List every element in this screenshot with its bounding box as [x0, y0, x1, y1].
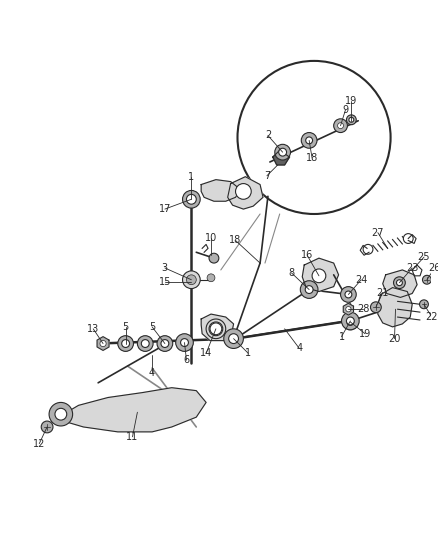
Circle shape: [362, 245, 372, 254]
Circle shape: [157, 336, 172, 351]
Text: 1: 1: [245, 349, 251, 358]
Circle shape: [274, 144, 290, 160]
Polygon shape: [201, 180, 240, 201]
Polygon shape: [227, 177, 262, 209]
Circle shape: [208, 322, 222, 336]
Circle shape: [342, 314, 357, 330]
Text: 9: 9: [342, 105, 348, 115]
Text: 15: 15: [158, 277, 171, 287]
Polygon shape: [97, 337, 109, 350]
Circle shape: [370, 302, 380, 313]
Polygon shape: [382, 270, 416, 297]
Text: 4: 4: [296, 343, 302, 353]
Text: 26: 26: [427, 263, 438, 273]
Circle shape: [403, 233, 412, 244]
Text: 18: 18: [229, 236, 241, 246]
Circle shape: [182, 190, 200, 208]
Text: 11: 11: [126, 432, 138, 442]
Circle shape: [237, 61, 390, 214]
Circle shape: [304, 286, 312, 294]
Circle shape: [345, 306, 350, 312]
Text: 27: 27: [371, 228, 383, 238]
Text: 8: 8: [288, 268, 294, 278]
Circle shape: [396, 280, 402, 286]
Text: 25: 25: [417, 252, 429, 262]
Text: 23: 23: [405, 263, 417, 273]
Circle shape: [117, 336, 133, 351]
Circle shape: [300, 133, 316, 148]
Circle shape: [208, 253, 219, 263]
Circle shape: [337, 123, 343, 128]
Circle shape: [392, 277, 404, 288]
Text: 4: 4: [149, 368, 155, 378]
Text: 12: 12: [33, 439, 46, 449]
Text: 1: 1: [338, 332, 344, 342]
Polygon shape: [343, 303, 353, 315]
Circle shape: [121, 340, 129, 348]
Text: 10: 10: [205, 232, 217, 243]
Circle shape: [346, 319, 353, 325]
Circle shape: [311, 269, 325, 282]
Text: 5: 5: [122, 322, 128, 332]
Circle shape: [207, 274, 215, 282]
Circle shape: [421, 276, 431, 284]
Text: 13: 13: [87, 324, 99, 334]
Circle shape: [223, 329, 243, 349]
Circle shape: [340, 287, 355, 302]
Circle shape: [278, 148, 286, 156]
Circle shape: [346, 115, 355, 125]
Polygon shape: [201, 314, 233, 341]
Text: 16: 16: [300, 250, 313, 260]
Text: 24: 24: [354, 274, 367, 285]
Polygon shape: [377, 288, 411, 327]
Text: 21: 21: [376, 287, 388, 297]
Circle shape: [182, 271, 200, 288]
Circle shape: [184, 192, 198, 206]
Circle shape: [186, 275, 196, 285]
Text: 1: 1: [188, 172, 194, 182]
Text: 18: 18: [305, 153, 318, 163]
Text: 19: 19: [358, 329, 371, 339]
Circle shape: [235, 183, 251, 199]
Circle shape: [209, 323, 221, 335]
Circle shape: [344, 291, 351, 298]
Circle shape: [305, 137, 312, 144]
Circle shape: [333, 119, 346, 133]
Text: 28: 28: [356, 304, 368, 314]
Circle shape: [228, 334, 238, 344]
Circle shape: [300, 281, 317, 298]
Circle shape: [180, 338, 188, 346]
Text: 6: 6: [183, 355, 189, 365]
Text: 22: 22: [424, 312, 437, 322]
Circle shape: [175, 334, 193, 351]
Polygon shape: [55, 387, 205, 432]
Text: 7: 7: [263, 171, 269, 181]
Text: 19: 19: [344, 96, 357, 106]
Text: 14: 14: [200, 349, 212, 358]
Circle shape: [341, 312, 358, 330]
Circle shape: [100, 341, 106, 346]
Circle shape: [419, 300, 427, 309]
Text: 3: 3: [162, 263, 168, 273]
Circle shape: [141, 340, 149, 348]
Circle shape: [55, 408, 67, 420]
Circle shape: [346, 317, 353, 325]
Circle shape: [137, 336, 153, 351]
Text: 2: 2: [264, 131, 270, 141]
Polygon shape: [272, 150, 289, 165]
Circle shape: [205, 319, 225, 338]
Text: 5: 5: [148, 322, 155, 332]
Circle shape: [186, 195, 196, 204]
Polygon shape: [302, 258, 338, 292]
Text: 17: 17: [158, 204, 171, 214]
Circle shape: [49, 402, 72, 426]
Circle shape: [161, 340, 169, 348]
Circle shape: [348, 117, 353, 122]
Text: 20: 20: [388, 334, 400, 344]
Circle shape: [41, 421, 53, 433]
